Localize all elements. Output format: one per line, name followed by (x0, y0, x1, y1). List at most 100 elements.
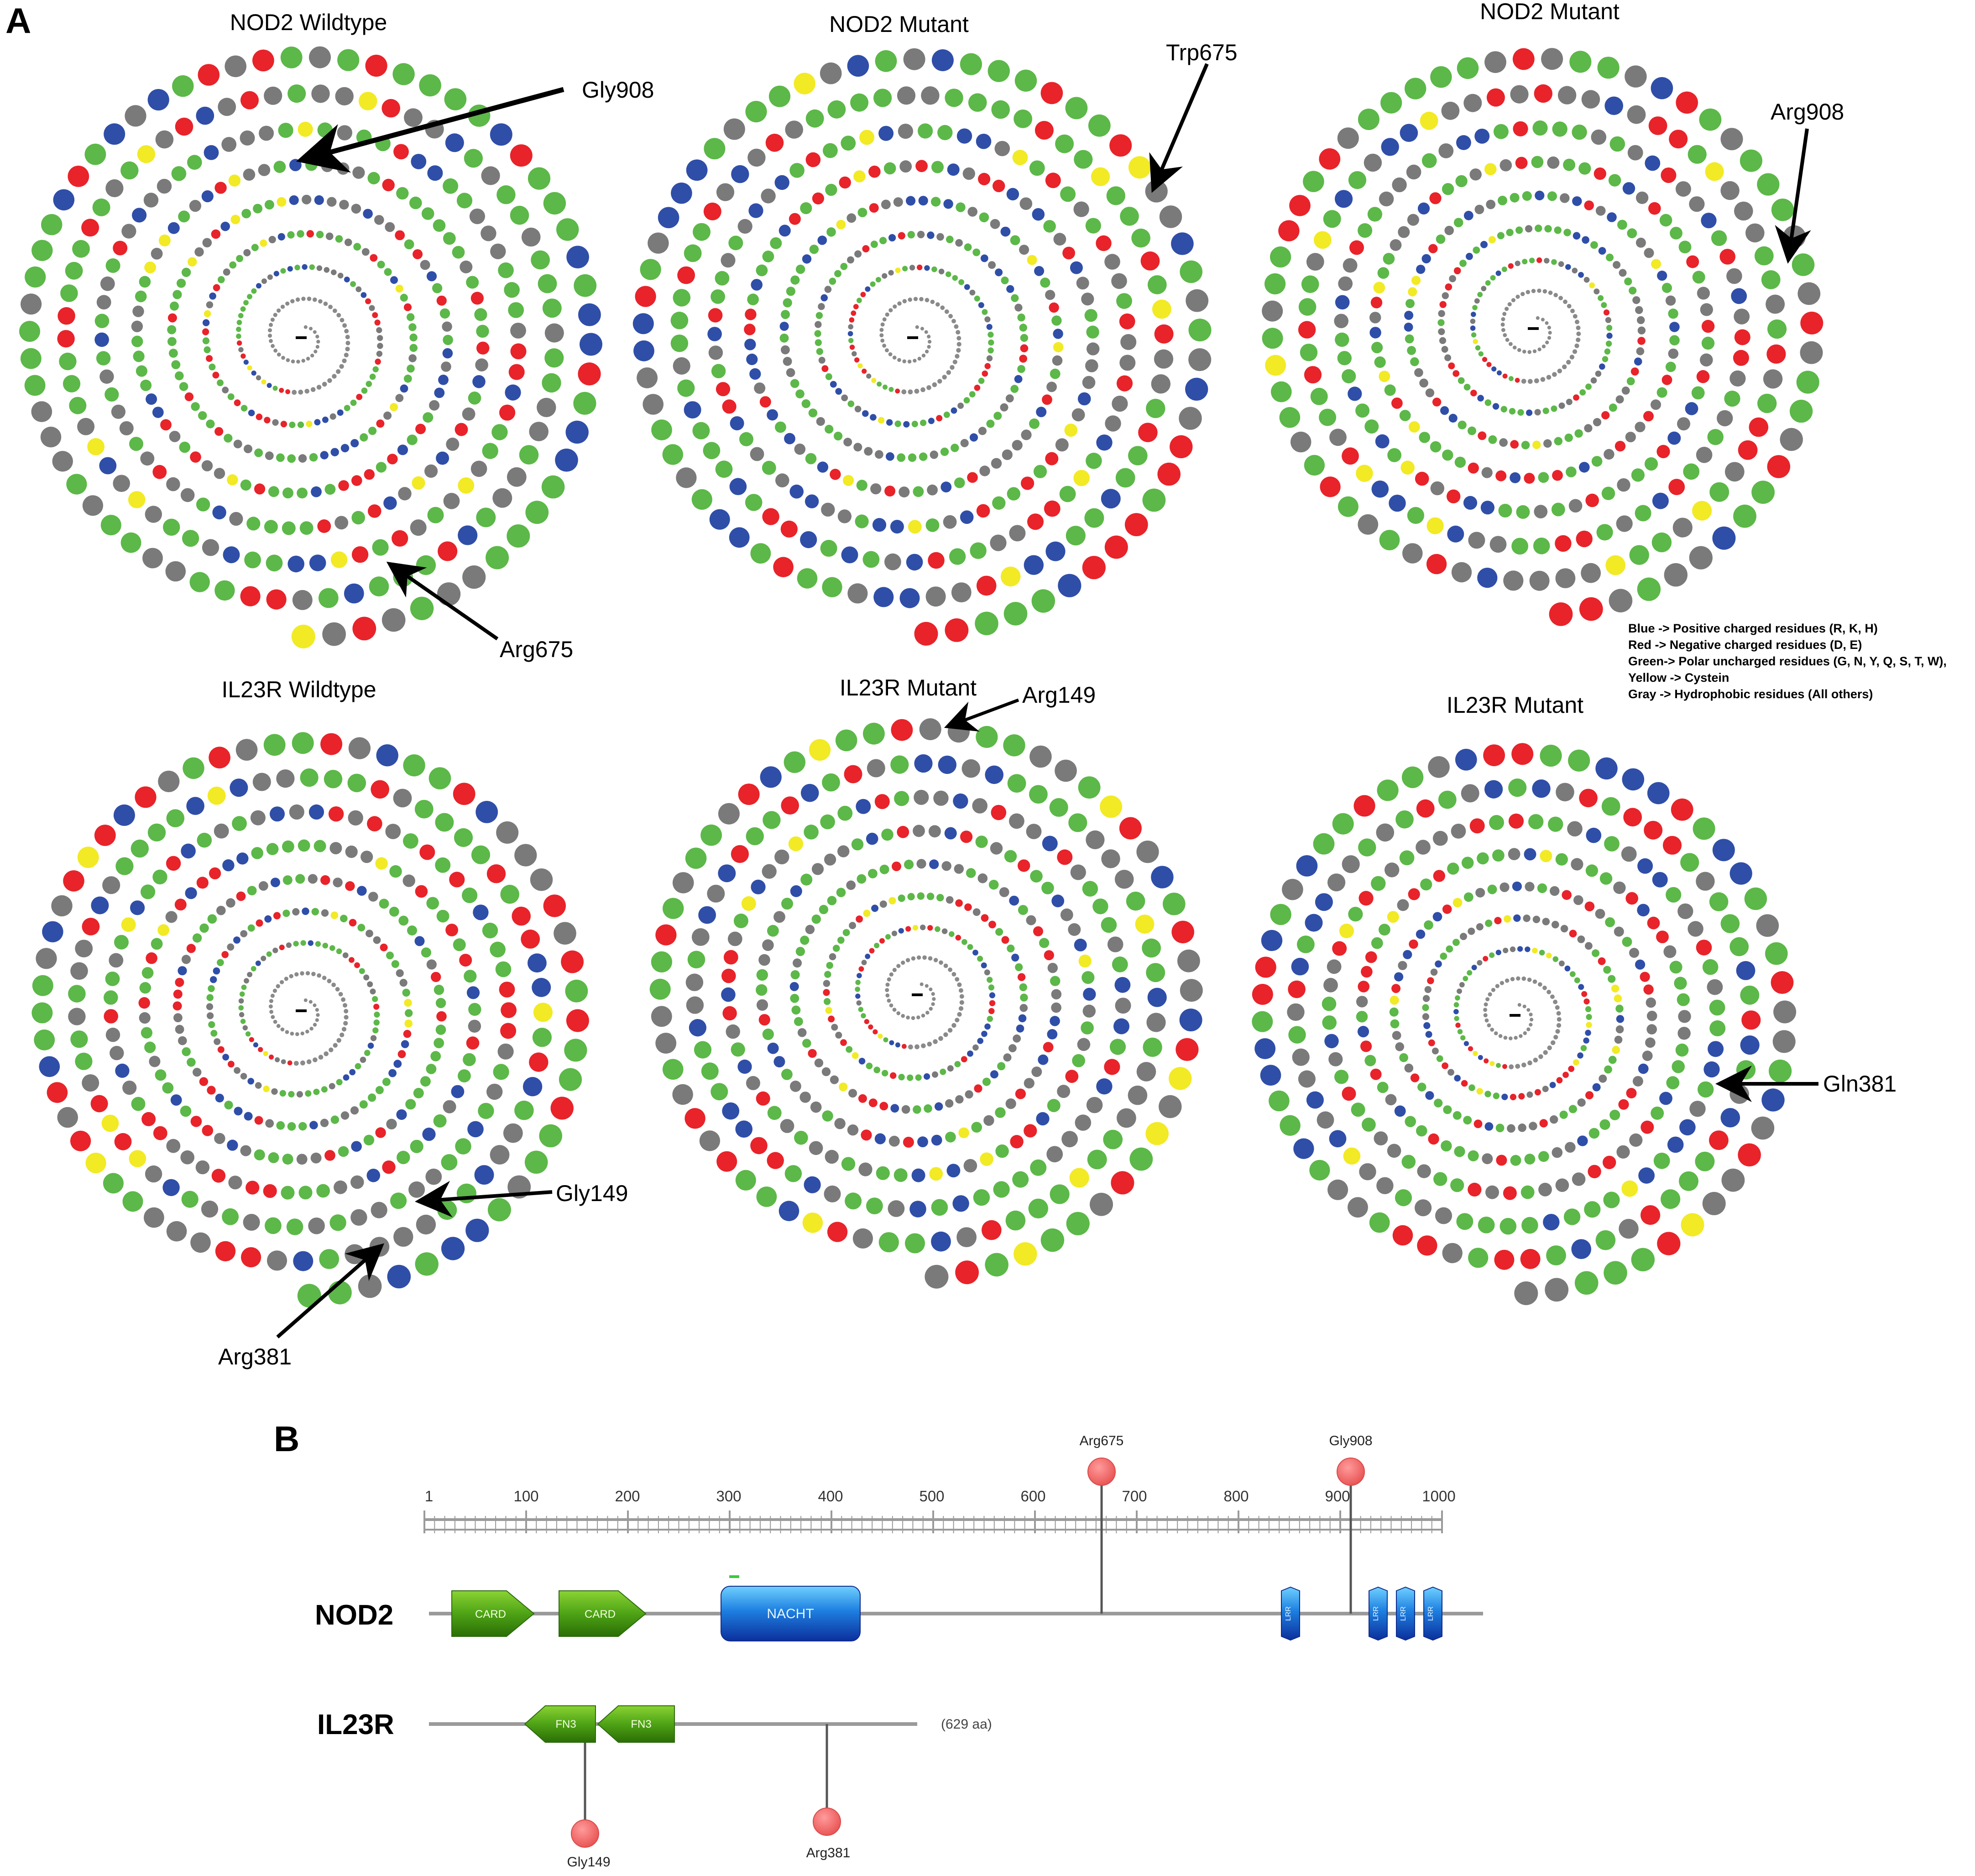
residue-dot (1060, 186, 1076, 202)
residue-dot (139, 982, 151, 994)
residue-dot (366, 381, 372, 387)
residue-dot (948, 314, 953, 319)
residue-dot (247, 972, 252, 977)
arrow (1149, 63, 1209, 193)
residue-dot (648, 232, 669, 254)
residue-dot (1606, 324, 1613, 331)
residue-dot (1356, 1011, 1368, 1023)
residue-dot (872, 518, 887, 532)
residue-dot (1563, 158, 1576, 171)
residue-dot (217, 1046, 225, 1053)
residue-dot (847, 583, 868, 604)
residue-dot (906, 196, 916, 206)
residue-dot (751, 279, 763, 291)
residue-dot (1494, 1031, 1498, 1035)
residue-dot (367, 816, 382, 831)
residue-dot (125, 105, 146, 127)
residue-dot (1542, 289, 1547, 294)
residue-dot (333, 1043, 338, 1048)
residue-dot (1128, 446, 1148, 465)
residue-dot (841, 1157, 856, 1171)
residue-dot (1590, 241, 1598, 249)
residue-dot (510, 343, 527, 360)
residue-dot (1624, 277, 1632, 286)
residue-dot (313, 350, 318, 354)
residue-dot (1651, 532, 1672, 553)
residue-dot (1603, 1191, 1620, 1208)
residue-dot (464, 970, 477, 983)
residue-dot (779, 225, 791, 237)
residue-dot (246, 1181, 260, 1195)
residue-dot (955, 977, 960, 982)
residue-dot (1081, 293, 1094, 306)
residue-dot (1405, 78, 1426, 99)
residue-dot (899, 588, 920, 608)
residue-dot (1574, 429, 1583, 438)
residue-dot (512, 906, 531, 926)
residue-dot (155, 1069, 167, 1081)
residue-dot (381, 99, 400, 118)
residue-dot (1586, 827, 1602, 843)
residue-dot (565, 420, 589, 444)
residue-dot (1011, 294, 1019, 302)
residue-dot (1304, 366, 1322, 384)
residue-dot (1483, 956, 1489, 962)
residue-dot (507, 467, 527, 487)
wheel-center-mark (296, 336, 307, 339)
residue-dot (1555, 1005, 1560, 1010)
residue-dot (1371, 342, 1383, 354)
residue-dot (366, 1169, 381, 1182)
residue-dot (1596, 524, 1613, 541)
residue-dot (143, 193, 159, 208)
residue-dot (821, 1067, 831, 1076)
residue-dot (780, 1119, 794, 1133)
residue-dot (1088, 114, 1111, 137)
residue-dot (956, 128, 972, 144)
residue-dot (468, 1003, 481, 1016)
residue-dot (144, 1207, 164, 1228)
residue-dot (1527, 379, 1533, 384)
residue-dot (826, 962, 833, 969)
residue-dot (455, 423, 468, 436)
residue-dot (1459, 982, 1465, 988)
residue-dot (891, 719, 913, 741)
residue-dot (1440, 406, 1449, 415)
residue-dot (1557, 1017, 1562, 1022)
residue-dot (574, 274, 597, 297)
residue-dot (1442, 1243, 1463, 1264)
residue-dot (173, 989, 183, 999)
residue-dot (268, 235, 276, 244)
residue-dot (1010, 1135, 1024, 1149)
residue-dot (1377, 779, 1399, 801)
residue-dot (104, 123, 125, 145)
residue-dot (1617, 478, 1630, 492)
residue-dot (686, 996, 704, 1014)
residue-dot (222, 1054, 229, 1061)
residue-dot (1664, 563, 1688, 587)
residue-dot (1552, 956, 1559, 962)
residue-dot (501, 1002, 517, 1019)
residue-dot (1556, 783, 1574, 802)
residue-dot (94, 314, 110, 329)
residue-dot (131, 335, 143, 347)
residue-dot (1100, 795, 1123, 818)
residue-dot (979, 465, 990, 476)
residue-dot (926, 893, 935, 900)
residue-dot (1637, 577, 1661, 601)
residue-dot (289, 421, 296, 429)
residue-dot (933, 790, 949, 806)
residue-dot (1613, 881, 1626, 894)
residue-dot (870, 414, 877, 421)
residue-dot (1696, 872, 1715, 891)
residue-dot (1622, 768, 1645, 791)
residue-dot (1548, 816, 1563, 832)
residue-dot (430, 1051, 441, 1061)
residue-dot (914, 622, 938, 646)
residue-dot (1078, 776, 1101, 799)
residue-dot (1047, 962, 1058, 973)
residue-dot (932, 997, 936, 1001)
domain-lrr-1: LRR (1281, 1586, 1300, 1641)
nod2-mutant-wheel-arg908: NOD2 Mutant (1262, 0, 1823, 626)
residue-dot (371, 780, 389, 799)
residue-dot (1535, 190, 1545, 200)
